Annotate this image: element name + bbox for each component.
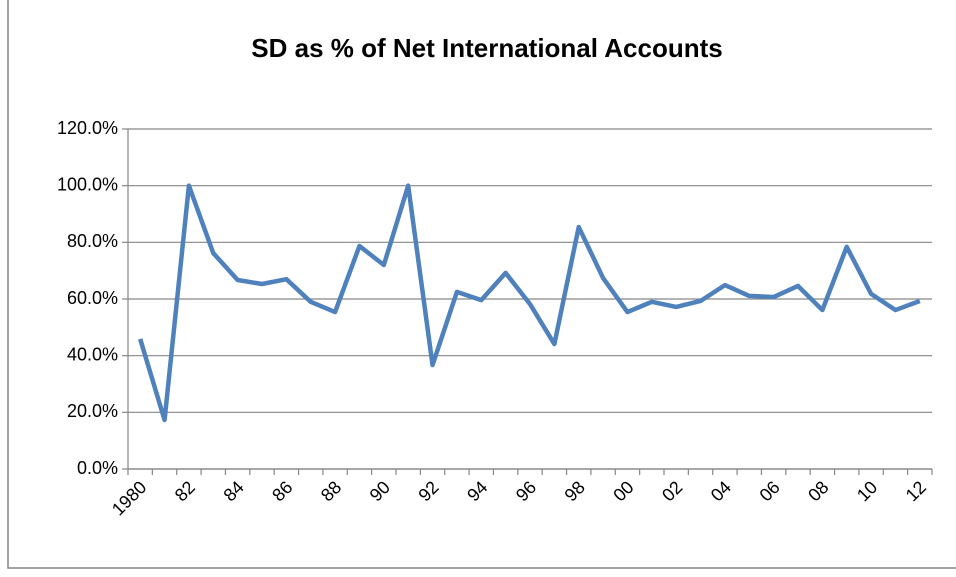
y-tick-label: 20.0% [67, 401, 118, 421]
chart-title: SD as % of Net International Accounts [251, 33, 722, 63]
y-tick-label: 0.0% [77, 458, 118, 478]
y-tick-label: 40.0% [67, 344, 118, 364]
y-tick-label: 100.0% [57, 174, 118, 194]
data-line [138, 183, 921, 423]
y-tick-label: 80.0% [67, 231, 118, 251]
y-tick-label: 120.0% [57, 118, 118, 138]
y-tick-label: 60.0% [67, 288, 118, 308]
